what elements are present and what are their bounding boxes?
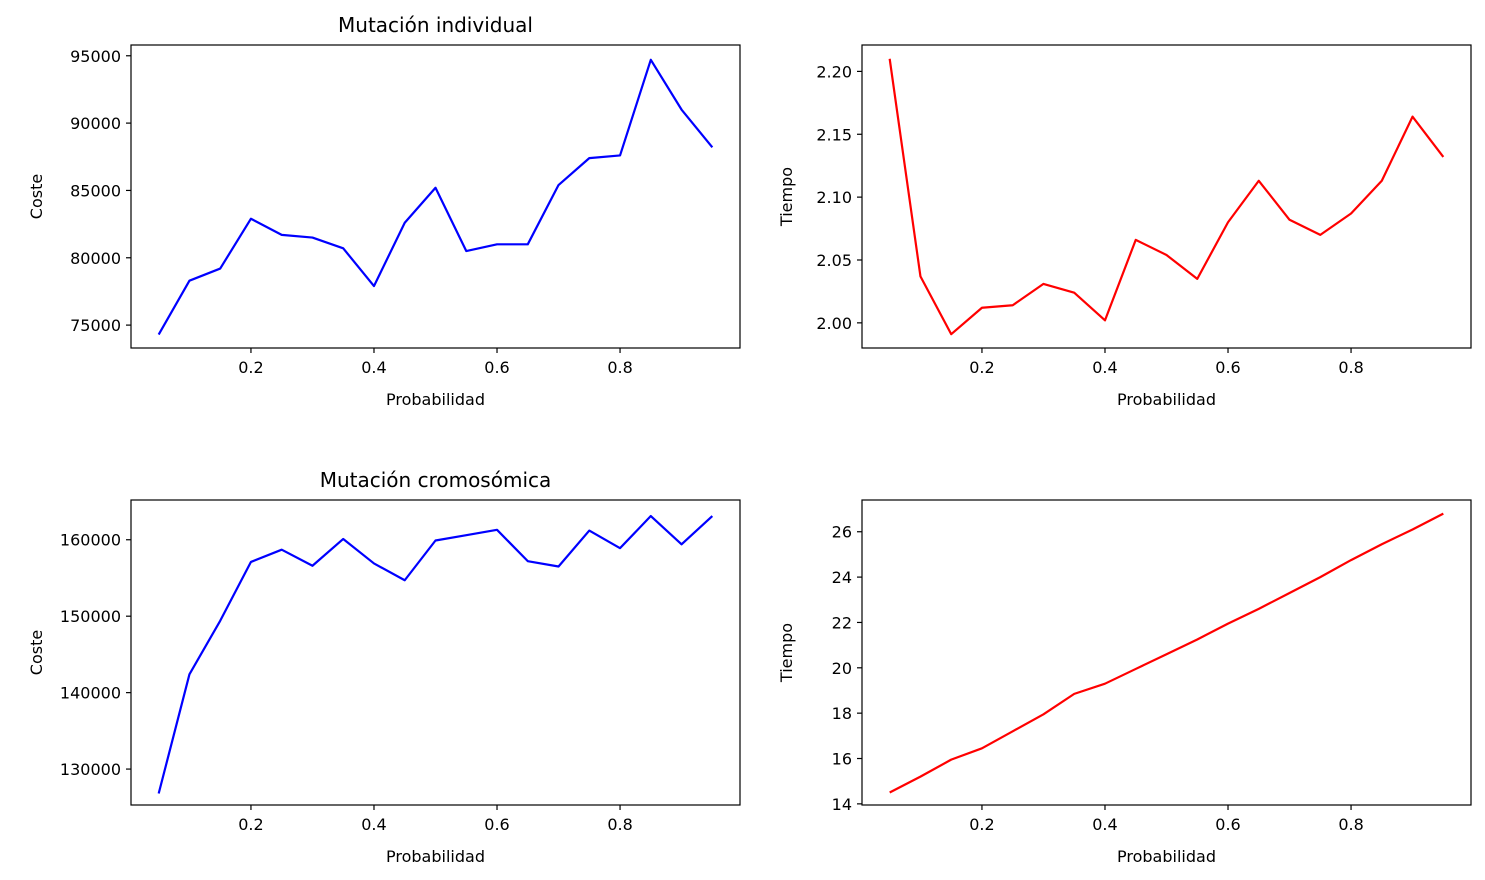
x-tick-label: 0.8	[607, 815, 632, 834]
y-tick-label: 26	[832, 523, 852, 542]
y-tick-label: 140000	[60, 684, 121, 703]
axes-frame	[861, 499, 1472, 806]
x-tick-label: 0.4	[1092, 358, 1117, 377]
x-tick-label: 0.8	[607, 358, 632, 377]
series-line-1	[888, 58, 1445, 336]
y-tick-label: 85000	[70, 181, 121, 200]
y-tick-label: 80000	[70, 249, 121, 268]
y-tick-label: 2.10	[816, 188, 852, 207]
series-line-1	[157, 514, 714, 794]
chart-title: Mutación individual	[338, 13, 533, 37]
series-line-1	[157, 58, 714, 336]
subplot-3: 0.2 0.4 0.6 0.8 130000 140000 150000 160000 Prob…	[27, 468, 741, 866]
x-tick-label: 0.2	[238, 815, 263, 834]
x-tick-label: 0.6	[1215, 358, 1240, 377]
y-axis-label: Coste	[27, 630, 46, 675]
x-tick-label: 0.6	[484, 815, 509, 834]
x-tick-label: 0.8	[1338, 358, 1363, 377]
y-tick-label: 130000	[60, 760, 121, 779]
y-tick-label: 150000	[60, 607, 121, 626]
y-axis-label: Coste	[27, 174, 46, 219]
x-tick-label: 0.2	[969, 815, 994, 834]
y-tick-label: 20	[832, 659, 852, 678]
x-axis-label: Probabilidad	[386, 847, 485, 866]
y-tick-label: 75000	[70, 316, 121, 335]
subplot-1: 0.2 0.4 0.6 0.8 75000 80000 85000 90000 95000 Pro…	[27, 13, 741, 409]
x-tick-label: 0.2	[969, 358, 994, 377]
x-tick-label: 0.4	[1092, 815, 1117, 834]
axes-frame	[861, 44, 1472, 349]
subplot-2: 0.2 0.4 0.6 0.8 2.00 2.05 2.10 2.15 2.20 Probabil…	[777, 44, 1472, 409]
x-axis-label: Probabilidad	[1117, 847, 1216, 866]
y-tick-label: 14	[832, 795, 852, 814]
x-tick-label: 0.4	[361, 358, 386, 377]
chart-title: Mutación cromosómica	[320, 468, 552, 492]
y-tick-label: 2.15	[816, 125, 852, 144]
subplot-4: 0.2 0.4 0.6 0.8 14 16 18 20 22 24 26 Probabilidad Ti…	[777, 499, 1472, 866]
y-axis-label: Tiempo	[777, 623, 796, 683]
y-tick-label: 18	[832, 704, 852, 723]
x-tick-label: 0.6	[484, 358, 509, 377]
y-tick-label: 2.00	[816, 314, 852, 333]
x-tick-label: 0.4	[361, 815, 386, 834]
axes-frame	[130, 44, 741, 349]
y-tick-label: 2.20	[816, 62, 852, 81]
y-tick-label: 90000	[70, 114, 121, 133]
x-tick-label: 0.8	[1338, 815, 1363, 834]
x-tick-label: 0.2	[238, 358, 263, 377]
y-tick-label: 95000	[70, 47, 121, 66]
x-tick-label: 0.6	[1215, 815, 1240, 834]
series-line-1	[889, 512, 1444, 794]
y-tick-label: 2.05	[816, 251, 852, 270]
y-tick-label: 16	[832, 750, 852, 769]
x-axis-label: Probabilidad	[386, 390, 485, 409]
x-axis-label: Probabilidad	[1117, 390, 1216, 409]
axes-frame	[130, 499, 741, 806]
y-axis-label: Tiempo	[777, 167, 796, 227]
y-tick-label: 160000	[60, 531, 121, 550]
y-tick-label: 24	[832, 568, 852, 587]
y-tick-label: 22	[832, 613, 852, 632]
